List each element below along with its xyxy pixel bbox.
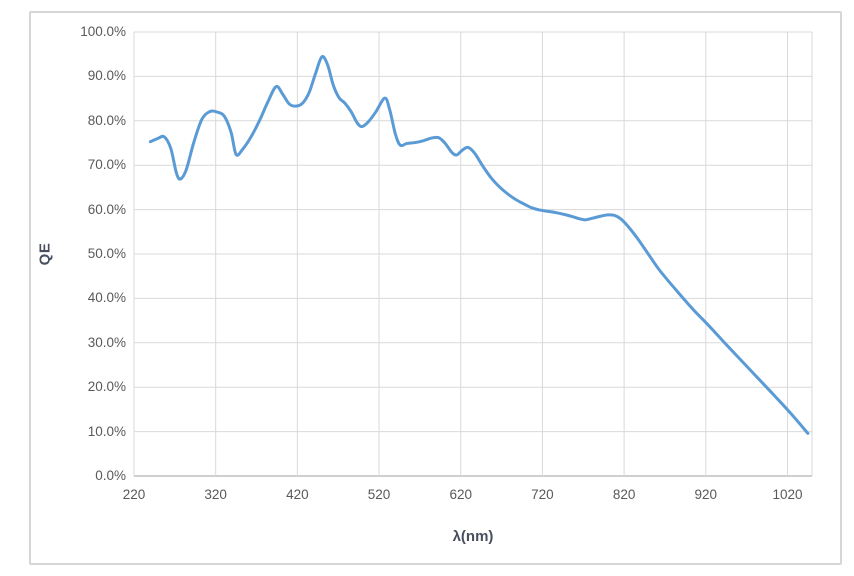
x-tick-label: 420 <box>286 487 309 502</box>
x-tick-label: 820 <box>612 487 636 502</box>
y-tick-label: 0.0% <box>95 468 126 483</box>
y-tick-label: 100.0% <box>80 24 126 39</box>
y-tick-label: 30.0% <box>87 334 126 350</box>
plot-area: 100.0% 90.0% 80.0% 70.0% 60.0% 50.0% 40.0% 30.0… <box>80 24 813 545</box>
x-tick-label: 520 <box>367 487 391 502</box>
x-tick-label: 620 <box>449 487 472 502</box>
x-axis-title: λ(nm) <box>452 528 494 545</box>
x-tick-label: 220 <box>122 487 146 502</box>
plot-svg <box>133 31 813 477</box>
y-tick-label: 50.0% <box>87 246 126 261</box>
x-tick-label: 320 <box>204 487 227 502</box>
y-tick-label: 10.0% <box>87 423 126 439</box>
qe-line-series <box>148 55 810 435</box>
x-tick-label: 720 <box>531 487 554 502</box>
chart-frame: QE 100.0% 90.0% 80.0% 70.0% 60.0% 50.0% 40.0% 3… <box>29 11 842 565</box>
x-tick-label: 1020 <box>772 487 803 502</box>
y-tick-label: 70.0% <box>87 157 126 173</box>
y-tick-label: 60.0% <box>87 201 126 217</box>
y-tick-label: 90.0% <box>87 68 126 84</box>
y-tick-label: 40.0% <box>87 290 126 306</box>
y-tick-label: 20.0% <box>87 379 126 395</box>
x-tick-label: 920 <box>694 487 718 502</box>
y-axis-title: QE <box>36 242 54 266</box>
y-tick-label: 80.0% <box>87 112 126 128</box>
